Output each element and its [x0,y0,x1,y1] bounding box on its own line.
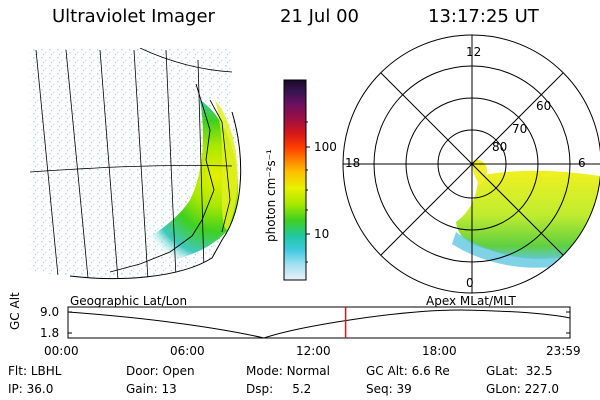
image-time: 13:17:25 UT [428,6,539,27]
status-mode: Mode: Normal [246,364,330,378]
lat-label-70: 70 [512,122,528,136]
image-date: 21 Jul 00 [280,6,359,27]
status-gc-alt: GC Alt: 6.6 Re [366,364,450,378]
timeline-xtick-0600: 06:00 [170,344,205,358]
timeline-xtick-1200: 12:00 [296,344,331,358]
status-glat: GLat: 32.5 [486,364,553,378]
mlt-label-0: 0 [466,276,474,290]
mlt-label-6: 6 [578,156,586,170]
instrument-title: Ultraviolet Imager [52,6,215,27]
timeline-xtick-1800: 18:00 [422,344,457,358]
status-seq: Seq: 39 [366,382,412,396]
mlt-label-12: 12 [466,45,482,59]
status-door: Door: Open [126,364,195,378]
status-filter: Flt: LBHL [8,364,62,378]
colorbar-tick-100: 100 [314,140,337,154]
timeline-ytick-1-8: 1.8 [40,326,60,340]
status-gain: Gain: 13 [126,382,177,396]
timeline-ytick-9: 9.0 [40,305,60,319]
colorbar-tick-10: 10 [314,227,330,241]
status-ip: IP: 36.0 [8,382,54,396]
lat-label-80: 80 [492,140,508,154]
lat-label-60: 60 [536,99,552,113]
status-glon: GLon: 227.0 [486,382,559,396]
right-panel-caption: Apex MLat/MLT [426,294,516,308]
mlt-label-18: 18 [345,156,361,170]
timeline-xtick-2359: 23:59 [546,344,581,358]
left-panel-caption: Geographic Lat/Lon [70,294,188,308]
status-dsp: Dsp: 5.2 [246,382,312,396]
timeline-axis-title: GC Alt [8,292,22,330]
timeline-xtick-0000: 00:00 [44,344,79,358]
